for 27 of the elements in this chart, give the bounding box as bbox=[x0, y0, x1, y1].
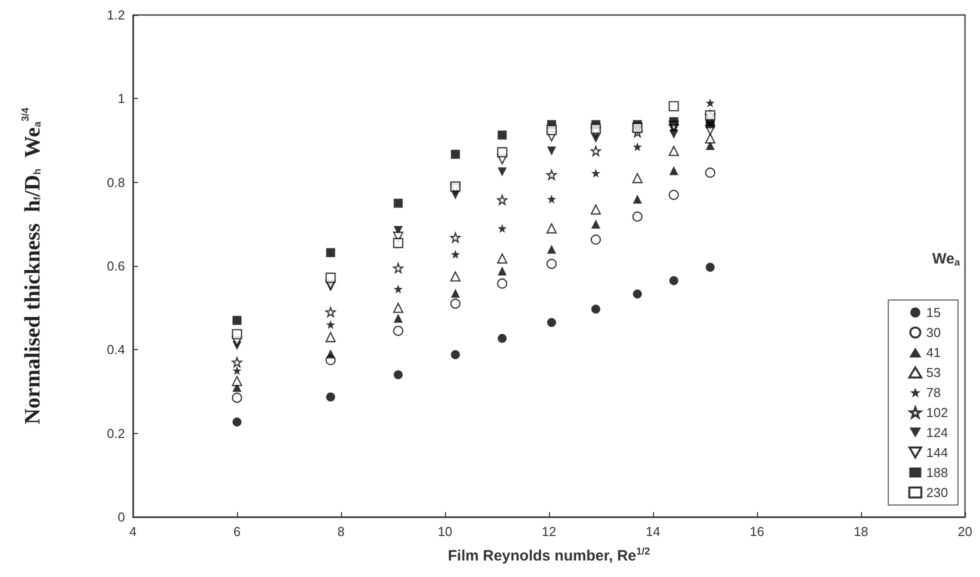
legend-label: 78 bbox=[926, 385, 941, 400]
y-tick-label: 0.2 bbox=[106, 426, 125, 441]
y-tick-label: 1 bbox=[118, 91, 125, 106]
legend-label: 230 bbox=[926, 485, 948, 500]
x-tick-label: 6 bbox=[233, 524, 241, 539]
y-tick-label: 1.2 bbox=[106, 8, 125, 22]
x-tick-label: 18 bbox=[854, 524, 868, 539]
y-tick-label: 0 bbox=[118, 510, 125, 524]
legend-label: 124 bbox=[926, 425, 948, 440]
legend-label: 102 bbox=[926, 405, 948, 420]
legend-label: 15 bbox=[926, 305, 941, 320]
x-tick-label: 10 bbox=[438, 524, 452, 539]
legend-label: 188 bbox=[926, 465, 948, 480]
legend-label: 144 bbox=[926, 445, 948, 460]
y-axis-title: Normalised thickness hf/Dh Wea3/4 bbox=[20, 107, 44, 424]
x-tick-label: 8 bbox=[337, 524, 345, 539]
legend-label: 41 bbox=[926, 345, 941, 360]
x-tick-label: 16 bbox=[750, 524, 764, 539]
legend-label: 53 bbox=[926, 365, 941, 380]
x-tick-label: 4 bbox=[129, 524, 137, 539]
x-tick-label: 12 bbox=[542, 524, 556, 539]
legend-label: 30 bbox=[926, 325, 941, 340]
x-tick-label: 14 bbox=[646, 524, 660, 539]
y-tick-label: 0.4 bbox=[106, 342, 125, 358]
x-tick-label: 20 bbox=[958, 524, 972, 539]
y-tick-label: 0.6 bbox=[106, 258, 125, 274]
y-tick-label: 0.8 bbox=[106, 174, 125, 190]
